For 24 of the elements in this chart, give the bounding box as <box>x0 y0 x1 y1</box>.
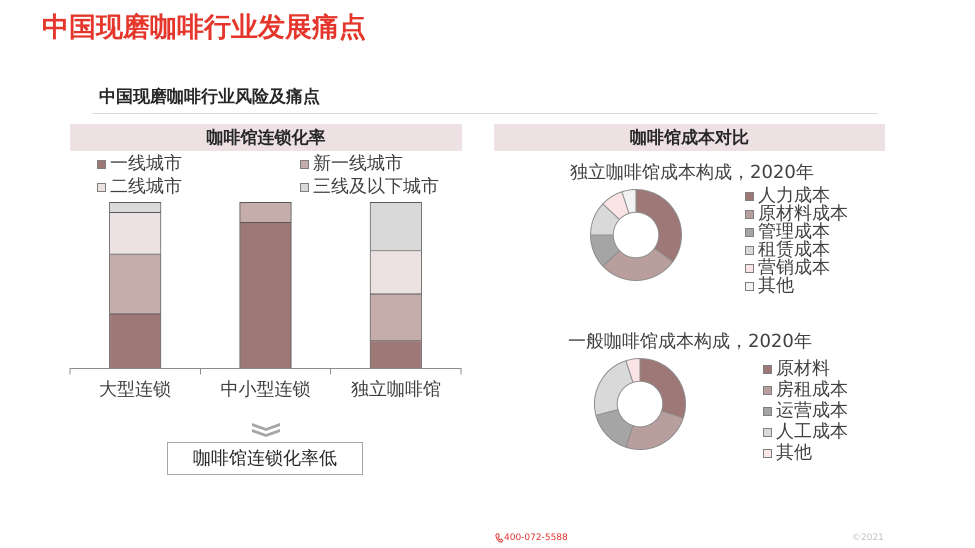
legend-label: 运营成本 <box>776 400 848 421</box>
text: 咖啡馆连锁化率低 <box>193 448 337 468</box>
legend-label: 三线及以下城市 <box>313 176 439 197</box>
text: 中国现磨咖啡行业风险及痛点 <box>99 87 320 107</box>
text: 中国现磨咖啡行业发展痛点 <box>42 12 366 43</box>
chart-title: 咖啡馆连锁化率 <box>206 128 326 148</box>
header-panel: 咖啡馆连锁化率 <box>70 124 462 151</box>
x-tick-label: 大型连锁 <box>99 378 172 400</box>
text: ©2021 <box>852 532 884 544</box>
chart-title: 一般咖啡馆成本构成，2020年 <box>568 331 812 352</box>
text: 400-072-5588 <box>504 532 568 544</box>
chart-title: 咖啡馆成本对比 <box>630 128 749 148</box>
legend-label: 一线城市 <box>110 153 182 174</box>
legend-label: 其他 <box>776 442 812 463</box>
legend-label: 新一线城市 <box>313 153 403 174</box>
header-panel: 咖啡馆成本对比 <box>494 124 885 151</box>
legend-label: 人工成本 <box>776 421 848 442</box>
legend-label: 二线城市 <box>110 176 182 197</box>
legend-label: 其他 <box>758 275 794 296</box>
x-tick-label: 中小型连锁 <box>220 378 310 400</box>
legend-label: 房租成本 <box>776 379 848 400</box>
chart-subtitle: 独立咖啡馆成本构成，2020年 <box>570 162 814 183</box>
x-tick-label: 独立咖啡馆 <box>350 378 441 400</box>
legend-label: 原材料 <box>776 358 830 379</box>
